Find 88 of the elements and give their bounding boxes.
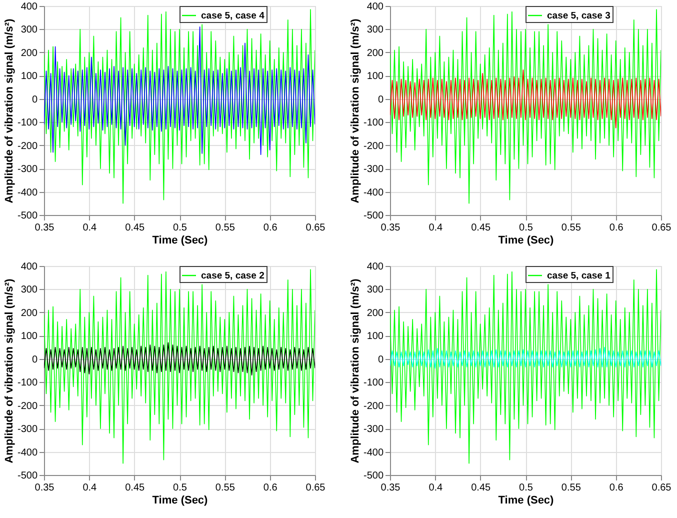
x-tick-label: 0.4 bbox=[428, 222, 444, 234]
y-tick-label: -100 bbox=[17, 378, 38, 389]
y-tick-label: 200 bbox=[20, 308, 38, 319]
y-tick-label: 100 bbox=[366, 71, 384, 82]
x-tick-label: 0.65 bbox=[306, 222, 326, 234]
y-tick-label: 200 bbox=[366, 308, 384, 319]
y-tick-label: -500 bbox=[363, 470, 384, 482]
x-tick-label: 0.5 bbox=[519, 222, 534, 234]
y-axis-title: Amplitude of vibration signal (m/s²) bbox=[349, 278, 362, 464]
y-tick-label: 300 bbox=[366, 284, 384, 296]
y-tick-label: 300 bbox=[20, 284, 38, 296]
x-tick-label: 0.5 bbox=[519, 482, 534, 494]
y-tick-label: 300 bbox=[20, 24, 38, 36]
y-tick-label: 0 bbox=[32, 354, 38, 366]
y-tick-label: -200 bbox=[17, 400, 38, 412]
y-tick-label: -300 bbox=[17, 424, 38, 436]
y-tick-label: -400 bbox=[17, 447, 38, 458]
y-axis-title: Amplitude of vibration signal (m/s²) bbox=[3, 18, 16, 204]
x-tick-label: 0.4 bbox=[82, 482, 98, 494]
x-axis-title: Time (Sec) bbox=[152, 494, 208, 506]
legend-label: case 5, case 1 bbox=[547, 270, 612, 282]
x-tick-label: 0.4 bbox=[82, 222, 98, 234]
line-series bbox=[390, 269, 661, 464]
legend-label: case 5, case 3 bbox=[547, 10, 610, 22]
y-tick-label: 0 bbox=[378, 94, 384, 106]
x-tick-label: 0.65 bbox=[306, 482, 326, 494]
y-tick-label: -100 bbox=[363, 378, 384, 389]
legend-label: case 5, case 4 bbox=[201, 10, 266, 22]
x-tick-label: 0.6 bbox=[263, 222, 278, 234]
line-series bbox=[390, 346, 661, 369]
y-tick-label: 200 bbox=[20, 48, 38, 59]
x-tick-label: 0.4 bbox=[428, 482, 444, 494]
x-tick-label: 0.6 bbox=[263, 482, 278, 494]
x-axis-title: Time (Sec) bbox=[498, 494, 554, 506]
x-tick-label: 0.35 bbox=[34, 222, 55, 234]
y-tick-label: 400 bbox=[366, 2, 384, 12]
y-tick-label: 100 bbox=[20, 331, 38, 342]
y-tick-label: -300 bbox=[17, 164, 38, 176]
y-tick-label: -300 bbox=[363, 424, 384, 436]
y-tick-label: 100 bbox=[366, 331, 384, 342]
y-tick-label: 400 bbox=[20, 262, 38, 272]
legend-label: case 5, case 2 bbox=[201, 270, 264, 282]
x-tick-label: 0.65 bbox=[652, 222, 672, 234]
line-series bbox=[390, 69, 661, 128]
y-tick-label: -300 bbox=[363, 164, 384, 176]
x-tick-label: 0.35 bbox=[380, 482, 401, 494]
x-tick-label: 0.55 bbox=[561, 222, 582, 234]
y-tick-label: -100 bbox=[17, 118, 38, 129]
y-tick-label: -100 bbox=[363, 118, 384, 129]
x-tick-label: 0.55 bbox=[561, 482, 582, 494]
x-tick-label: 0.65 bbox=[652, 482, 672, 494]
y-axis-title: Amplitude of vibration signal (m/s²) bbox=[3, 278, 16, 464]
x-tick-label: 0.45 bbox=[125, 222, 145, 234]
x-tick-label: 0.45 bbox=[471, 482, 491, 494]
x-tick-label: 0.5 bbox=[173, 482, 188, 494]
x-tick-label: 0.6 bbox=[609, 482, 624, 494]
y-tick-label: -400 bbox=[17, 187, 38, 198]
y-tick-label: -200 bbox=[17, 140, 38, 152]
y-tick-label: -500 bbox=[363, 210, 384, 222]
y-tick-label: -200 bbox=[363, 140, 384, 152]
x-tick-label: 0.35 bbox=[380, 222, 401, 234]
x-tick-label: 0.55 bbox=[215, 222, 236, 234]
line-series bbox=[44, 9, 315, 204]
y-tick-label: -500 bbox=[17, 210, 38, 222]
y-tick-label: 0 bbox=[378, 354, 384, 366]
x-tick-label: 0.35 bbox=[34, 482, 55, 494]
y-tick-label: -400 bbox=[363, 447, 384, 458]
y-tick-label: 400 bbox=[366, 262, 384, 272]
y-tick-label: 200 bbox=[366, 48, 384, 59]
y-tick-label: 400 bbox=[20, 2, 38, 12]
y-tick-label: -400 bbox=[363, 187, 384, 198]
line-series bbox=[44, 269, 315, 464]
y-tick-label: 0 bbox=[32, 94, 38, 106]
x-tick-label: 0.5 bbox=[173, 222, 188, 234]
x-tick-label: 0.45 bbox=[471, 222, 491, 234]
x-tick-label: 0.6 bbox=[609, 222, 624, 234]
line-series bbox=[44, 342, 315, 376]
x-axis-title: Time (Sec) bbox=[498, 234, 554, 246]
y-tick-label: -500 bbox=[17, 470, 38, 482]
y-axis-title: Amplitude of vibration signal (m/s²) bbox=[349, 18, 362, 204]
y-tick-label: -200 bbox=[363, 400, 384, 412]
x-tick-label: 0.55 bbox=[215, 482, 236, 494]
line-series bbox=[44, 26, 315, 156]
y-tick-label: 100 bbox=[20, 71, 38, 82]
x-tick-label: 0.45 bbox=[125, 482, 145, 494]
x-axis-title: Time (Sec) bbox=[152, 234, 208, 246]
line-series bbox=[390, 9, 661, 204]
y-tick-label: 300 bbox=[366, 24, 384, 36]
